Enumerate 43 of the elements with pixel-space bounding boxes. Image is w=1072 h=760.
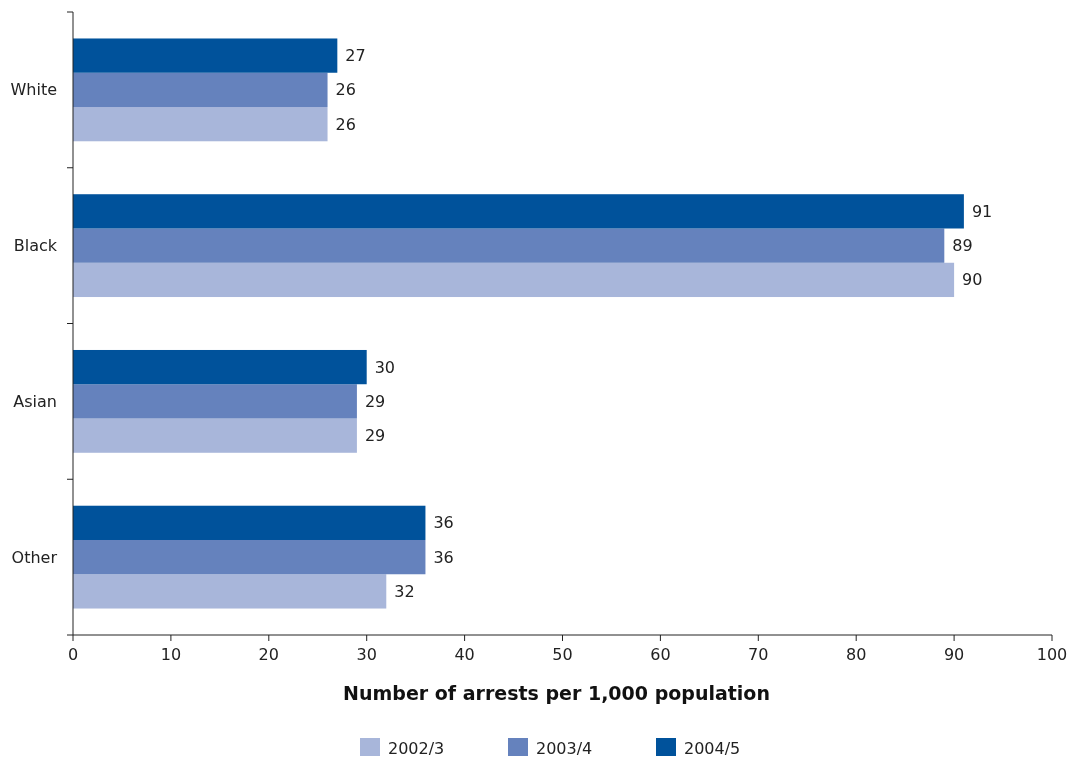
legend-label: 2004/5 — [684, 738, 741, 758]
x-tick-label: 70 — [748, 645, 769, 664]
data-label: 36 — [433, 513, 454, 533]
x-tick-label: 30 — [356, 645, 377, 664]
y-tick-label: White — [10, 80, 57, 100]
data-label: 27 — [345, 46, 366, 66]
data-label: 29 — [364, 426, 386, 446]
x-tick-label: 0 — [67, 645, 79, 664]
data-label: 29 — [364, 391, 386, 411]
bar — [73, 262, 955, 298]
data-label: 36 — [433, 547, 454, 567]
bar — [73, 107, 328, 142]
bar — [73, 38, 338, 73]
x-tick-label: 20 — [258, 645, 279, 664]
data-label: 26 — [335, 114, 356, 134]
data-label: 30 — [374, 357, 396, 377]
bar — [73, 384, 357, 419]
bar — [73, 539, 426, 575]
data-label: 89 — [952, 236, 973, 256]
data-label: 91 — [971, 201, 993, 221]
x-tick-label: 50 — [552, 645, 573, 664]
legend-label: 2002/3 — [388, 738, 445, 758]
data-label: 90 — [962, 270, 983, 290]
x-tick-label: 60 — [650, 645, 671, 664]
data-label: 32 — [394, 581, 415, 601]
bar — [73, 505, 426, 540]
x-tick-label: 100 — [1036, 645, 1068, 664]
bar — [73, 574, 387, 609]
y-tick-label: Black — [13, 236, 58, 256]
y-tick-label: Asian — [13, 391, 57, 411]
bar — [73, 418, 357, 453]
legend-label: 2003/4 — [536, 738, 593, 758]
x-axis-title: Number of arrests per 1,000 population — [343, 682, 770, 704]
data-label: 26 — [335, 80, 356, 100]
bar — [73, 72, 328, 108]
x-tick-label: 10 — [160, 645, 182, 664]
x-tick-label: 80 — [846, 645, 867, 664]
bar — [73, 194, 964, 229]
y-tick-label: Other — [11, 547, 58, 567]
x-tick-label: 40 — [454, 645, 475, 664]
bar — [73, 349, 367, 385]
x-tick-label: 90 — [943, 645, 965, 664]
bar — [73, 228, 945, 263]
